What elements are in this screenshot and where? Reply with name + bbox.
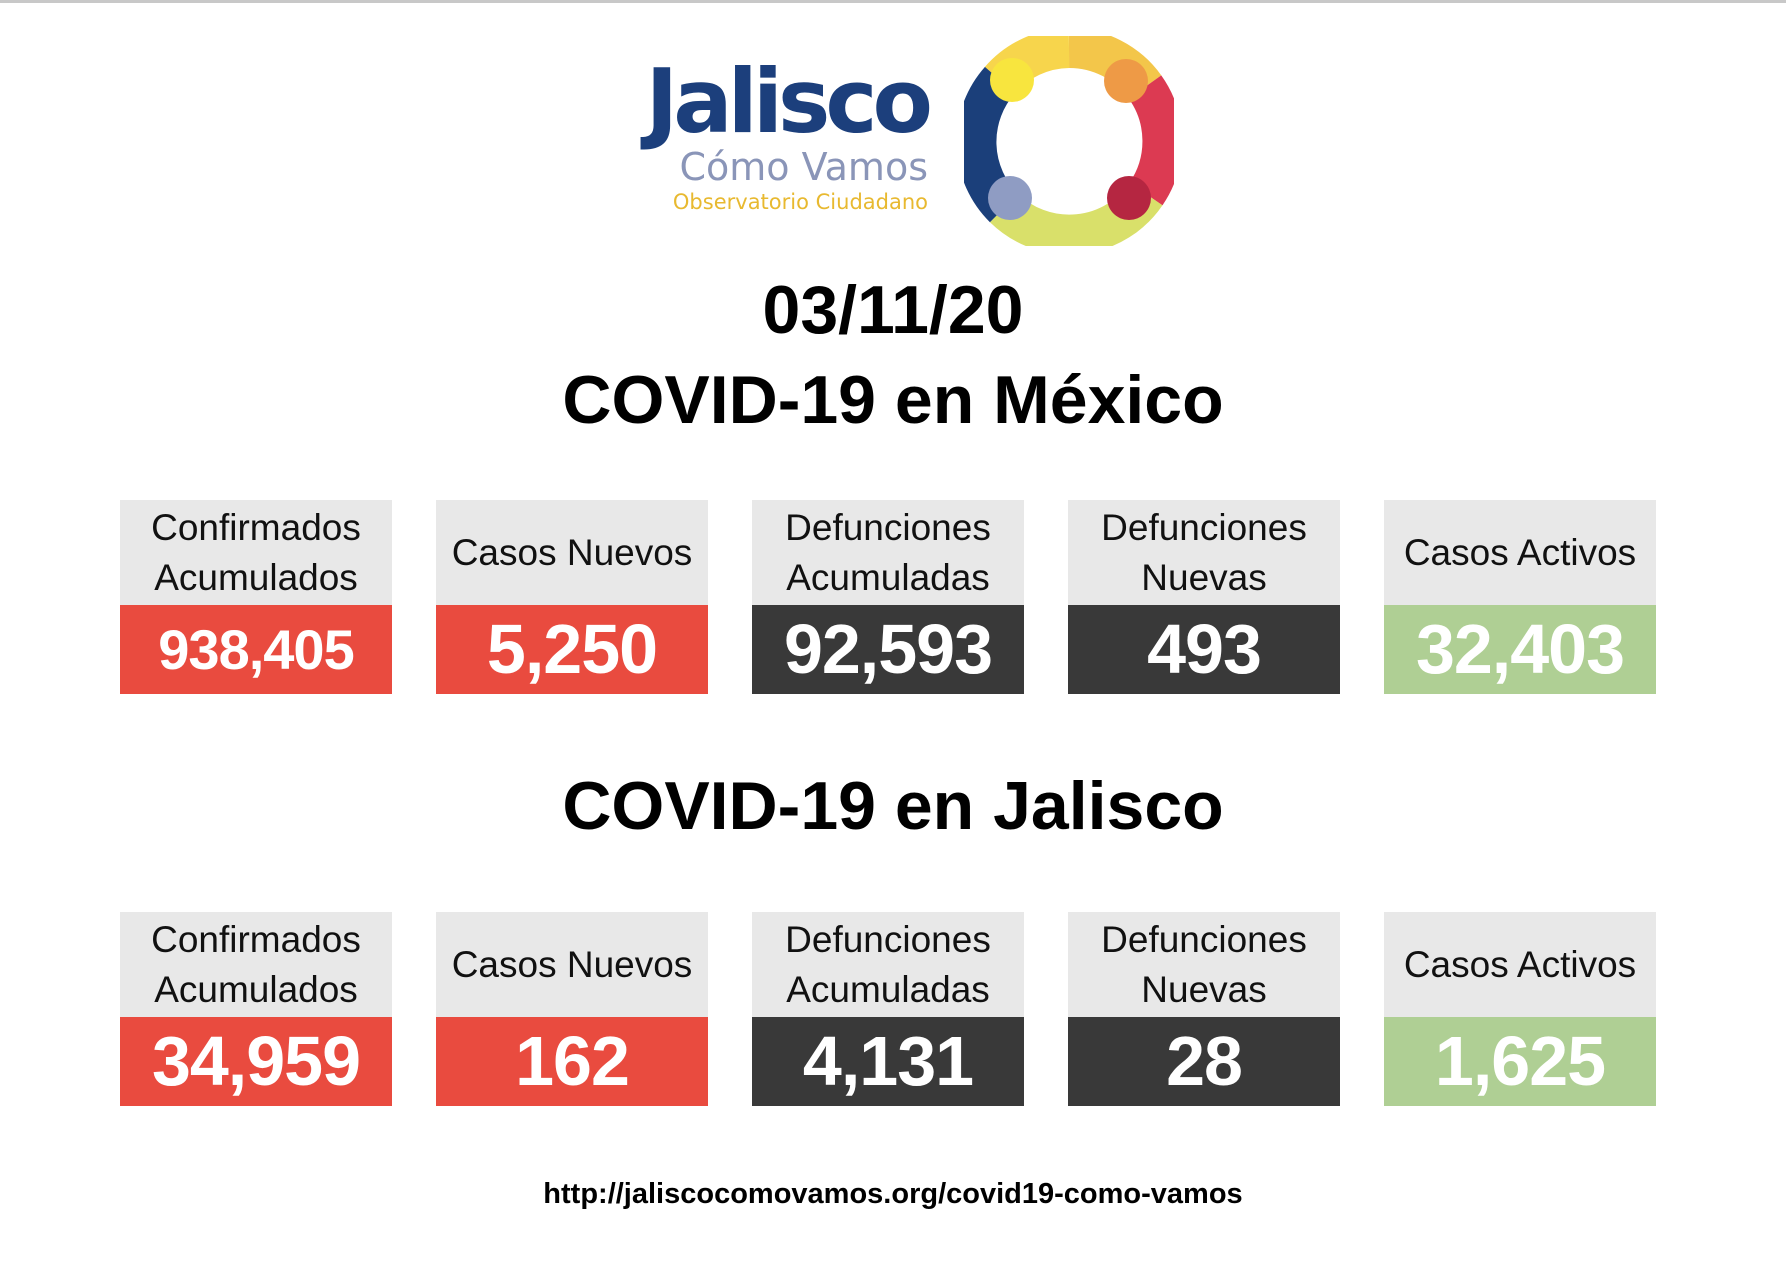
jalisco-heading: COVID-19 en Jalisco <box>562 768 1224 844</box>
jalisco-stats-row: Confirmados Acumulados 34,959 Casos Nuev… <box>120 912 1668 1108</box>
jalisco-casos-nuevos-card: Casos Nuevos 162 <box>436 912 708 1108</box>
card-label: Defunciones Acumuladas <box>752 500 1024 606</box>
logo-subtitle: Cómo Vamos <box>679 145 928 189</box>
jalisco-defunciones-acumuladas-card: Defunciones Acumuladas 4,131 <box>752 912 1024 1108</box>
card-label: Casos Activos <box>1384 500 1656 606</box>
top-divider <box>0 0 1786 3</box>
mexico-confirmados-acumulados-card: Confirmados Acumulados 938,405 <box>120 500 392 696</box>
mexico-heading: COVID-19 en México <box>562 362 1224 438</box>
card-label: Defunciones Nuevas <box>1068 912 1340 1018</box>
card-value: 4,131 <box>752 1017 1024 1106</box>
card-value: 938,405 <box>120 605 392 694</box>
logo-title: Jalisco <box>645 50 933 153</box>
jalisco-como-vamos-logo: Jalisco Cómo Vamos Observatorio Ciudadan… <box>628 36 1174 246</box>
card-value: 92,593 <box>752 605 1024 694</box>
card-value: 1,625 <box>1384 1017 1656 1106</box>
card-label: Casos Nuevos <box>436 500 708 606</box>
card-value: 28 <box>1068 1017 1340 1106</box>
card-label: Casos Activos <box>1384 912 1656 1018</box>
mexico-stats-row: Confirmados Acumulados 938,405 Casos Nue… <box>120 500 1668 696</box>
jalisco-defunciones-nuevas-card: Defunciones Nuevas 28 <box>1068 912 1340 1108</box>
card-label: Defunciones Nuevas <box>1068 500 1340 606</box>
report-date: 03/11/20 <box>762 272 1024 348</box>
card-label: Casos Nuevos <box>436 912 708 1018</box>
card-value: 162 <box>436 1017 708 1106</box>
mexico-casos-activos-card: Casos Activos 32,403 <box>1384 500 1656 696</box>
mexico-defunciones-nuevas-card: Defunciones Nuevas 493 <box>1068 500 1340 696</box>
card-label: Defunciones Acumuladas <box>752 912 1024 1018</box>
card-value: 32,403 <box>1384 605 1656 694</box>
jalisco-confirmados-acumulados-card: Confirmados Acumulados 34,959 <box>120 912 392 1108</box>
card-label: Confirmados Acumulados <box>120 912 392 1018</box>
card-value: 493 <box>1068 605 1340 694</box>
card-value: 5,250 <box>436 605 708 694</box>
jalisco-casos-activos-card: Casos Activos 1,625 <box>1384 912 1656 1108</box>
card-value: 34,959 <box>120 1017 392 1106</box>
footer-url-link[interactable]: http://jaliscocomovamos.org/covid19-como… <box>543 1178 1243 1210</box>
mexico-casos-nuevos-card: Casos Nuevos 5,250 <box>436 500 708 696</box>
logo-text: Jalisco Cómo Vamos Observatorio Ciudadan… <box>628 50 933 216</box>
card-label: Confirmados Acumulados <box>120 500 392 606</box>
logo-ring-icon <box>964 36 1174 246</box>
mexico-defunciones-acumuladas-card: Defunciones Acumuladas 92,593 <box>752 500 1024 696</box>
logo-tagline: Observatorio Ciudadano <box>672 190 928 214</box>
